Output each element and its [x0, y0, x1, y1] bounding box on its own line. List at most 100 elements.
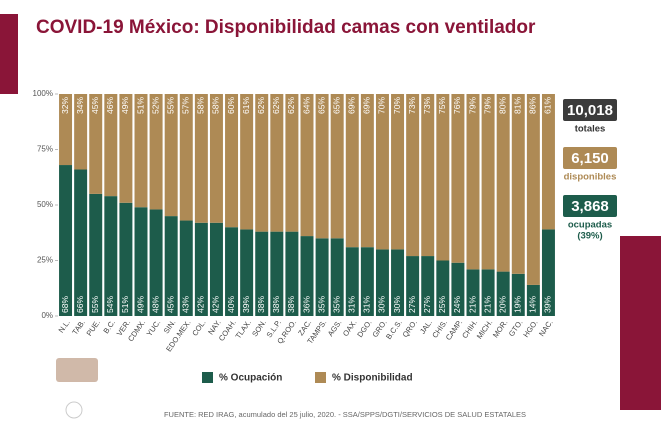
bar-segment: [375, 94, 389, 250]
bar-segment: [511, 94, 525, 274]
bar-segment: [134, 207, 148, 316]
value-label: 73%: [407, 97, 417, 114]
legend-label: % Ocupación: [219, 373, 282, 384]
y-tick-label: 25%: [37, 256, 53, 265]
bar-segment: [255, 231, 269, 316]
callout-label: totales: [575, 124, 606, 135]
x-tick-label: AGS.: [326, 318, 344, 338]
value-label: 58%: [211, 97, 221, 114]
x-tick-label: PUE.: [85, 318, 102, 338]
bar-segment: [330, 94, 344, 239]
bar-segment: [330, 238, 344, 316]
logo: [56, 358, 98, 419]
bar-segment: [436, 94, 450, 261]
source: FUENTE: RED IRAG, acumulado del 25 julio…: [164, 410, 526, 419]
bar-segment: [511, 273, 525, 316]
value-label: 61%: [241, 97, 251, 114]
x-tick-label: N.L.: [57, 318, 72, 334]
bar-segment: [345, 247, 359, 316]
bar-segment: [481, 269, 495, 316]
value-label: 66%: [75, 296, 85, 313]
callout-value: 6,150: [571, 150, 609, 167]
value-label: 51%: [120, 296, 130, 313]
value-label: 54%: [105, 296, 115, 313]
callout-label: disponibles: [564, 172, 617, 183]
value-label: 30%: [392, 296, 402, 313]
callout-box: [563, 195, 617, 217]
bar-segment: [300, 94, 314, 237]
value-label: 42%: [211, 296, 221, 313]
bar-segment: [406, 256, 420, 316]
bar-segment: [406, 94, 420, 257]
value-label: 57%: [181, 97, 191, 114]
bar-segment: [285, 94, 299, 232]
value-label: 45%: [90, 97, 100, 114]
value-label: 21%: [482, 296, 492, 313]
bar-segment: [240, 229, 254, 316]
value-label: 76%: [452, 97, 462, 114]
value-label: 40%: [226, 296, 236, 313]
bar-segment: [496, 94, 510, 272]
bar-segment: [541, 229, 555, 316]
x-tick-label: HGO.: [521, 318, 539, 339]
value-label: 62%: [256, 97, 266, 114]
bar-segment: [300, 236, 314, 316]
deco-block: [620, 236, 661, 410]
value-label: 75%: [437, 97, 447, 114]
value-label: 55%: [90, 296, 100, 313]
bar-segment: [225, 94, 239, 228]
value-label: 49%: [135, 296, 145, 313]
value-label: 62%: [271, 97, 281, 114]
bar-segment: [421, 94, 435, 257]
value-label: 70%: [392, 97, 402, 114]
bar-segment: [375, 249, 389, 316]
value-label: 49%: [120, 97, 130, 114]
legend-swatch: [315, 372, 326, 383]
callout-box: [563, 147, 617, 169]
y-tick-label: 0%: [41, 311, 53, 320]
bar-segment: [209, 222, 223, 316]
bar-segment: [436, 260, 450, 316]
value-label: 38%: [286, 296, 296, 313]
value-label: 51%: [135, 97, 145, 114]
bar-segment: [194, 222, 208, 316]
bar-segment: [119, 94, 133, 203]
callout-label: (39%): [577, 231, 602, 242]
callout-box: [563, 99, 617, 121]
value-label: 65%: [331, 97, 341, 114]
callout-value: 3,868: [571, 198, 609, 215]
value-label: 68%: [60, 296, 70, 313]
value-label: 27%: [407, 296, 417, 313]
value-label: 39%: [241, 296, 251, 313]
bar-segment: [360, 247, 374, 316]
bar-segment: [541, 94, 555, 230]
value-label: 69%: [362, 97, 372, 114]
value-label: 27%: [422, 296, 432, 313]
legend-swatch: [202, 372, 213, 383]
value-label: 43%: [181, 296, 191, 313]
x-tick-label: DGO.: [355, 318, 373, 339]
value-label: 80%: [497, 97, 507, 114]
x-tick-label: TLAX.: [234, 318, 253, 340]
y-tick-label: 50%: [37, 200, 53, 209]
y-tick-label: 75%: [37, 145, 53, 154]
value-label: 38%: [256, 296, 266, 313]
bar-segment: [74, 94, 88, 170]
bar-segment: [391, 94, 405, 250]
bar-segment: [194, 94, 208, 223]
value-label: 25%: [437, 296, 447, 313]
legend-label: % Disponibilidad: [332, 373, 413, 384]
bar-segment: [164, 94, 178, 217]
bar-segment: [225, 227, 239, 316]
bar-segment: [240, 94, 254, 230]
bar-segment: [89, 94, 103, 194]
value-label: 73%: [422, 97, 432, 114]
deco-bar: [0, 14, 18, 94]
bar-segment: [89, 193, 103, 316]
value-label: 60%: [226, 97, 236, 114]
bar-segment: [451, 262, 465, 316]
value-label: 58%: [196, 97, 206, 114]
value-label: 70%: [377, 97, 387, 114]
bar-segment: [179, 94, 193, 221]
